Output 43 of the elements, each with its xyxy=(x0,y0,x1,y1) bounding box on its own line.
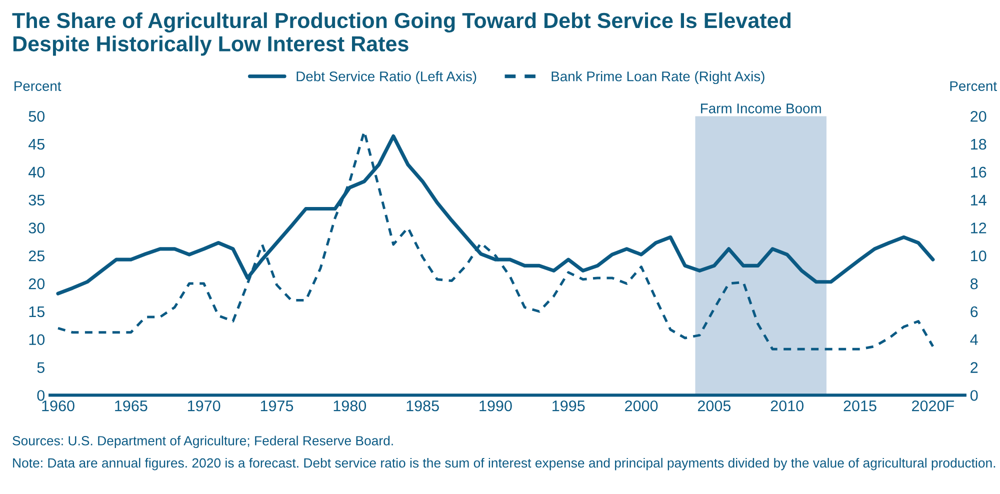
y-tick-label: 50 xyxy=(28,110,45,122)
y-tick-label: 40 xyxy=(28,166,45,178)
chart-title: The Share of Agricultural Production Going Toward Debt Service Is Elevated Despite Historically Low Interest Rates xyxy=(12,12,791,56)
y-tick-label: 35 xyxy=(28,194,44,206)
y2-tick-label: 16 xyxy=(971,166,986,178)
band-label: Farm Income Boom xyxy=(701,104,821,114)
y-tick-label: 15 xyxy=(29,306,44,318)
y-tick-label: 10 xyxy=(29,334,45,346)
y2-tick-label: 14 xyxy=(971,194,986,206)
legend-label: Debt Service Ratio (Left Axis) xyxy=(296,71,476,84)
y2-tick-label: 0 xyxy=(970,390,978,401)
x-tick-label: 1995 xyxy=(552,400,585,412)
y2-tick-label: 6 xyxy=(970,306,978,318)
x-tick-label: 2000 xyxy=(625,400,658,412)
x-tick-label: 1965 xyxy=(115,400,148,412)
y2-tick-label: 2 xyxy=(970,362,978,373)
y2-tick-label: 20 xyxy=(970,110,986,122)
y-tick-label: 30 xyxy=(28,222,45,234)
x-tick-label: 2010 xyxy=(770,400,804,412)
x-tick-label: 2005 xyxy=(698,400,731,412)
y-axis-title: Percent xyxy=(14,81,62,92)
y2-tick-label: 8 xyxy=(970,278,978,290)
source-note: Sources: U.S. Department of Agriculture; Federal Reserve Board. xyxy=(12,436,393,448)
x-tick-label: 2020F xyxy=(912,400,954,412)
x-tick-label: 1960 xyxy=(42,400,74,412)
y2-tick-label: 4 xyxy=(970,334,978,345)
y-tick-label: 45 xyxy=(28,139,44,150)
x-tick-label: 2015 xyxy=(844,400,876,412)
y2-tick-label: 10 xyxy=(971,250,986,262)
y-tick-label: 20 xyxy=(28,278,45,290)
x-tick-label: 1985 xyxy=(406,400,439,412)
y-tick-label: 5 xyxy=(37,362,44,373)
x-tick-label: 1975 xyxy=(260,400,294,412)
x-tick-label: 1980 xyxy=(334,400,366,412)
y-tick-label: 25 xyxy=(28,250,44,262)
x-tick-label: 1990 xyxy=(480,400,512,412)
text: Note: Data are annual figures. 2020 is a forecast. Debt service ratio is the sum of interest expense and principal payments divided by the value of agricultural production. xyxy=(13,458,996,470)
y2-axis-title: Percent xyxy=(950,81,997,92)
y-tick-label: 0 xyxy=(37,390,45,401)
y2-tick-label: 12 xyxy=(971,222,986,234)
legend-label: Bank Prime Loan Rate (Right Axis) xyxy=(552,71,764,84)
y2-tick-label: 18 xyxy=(971,138,986,150)
x-tick-label: 1970 xyxy=(188,400,220,412)
